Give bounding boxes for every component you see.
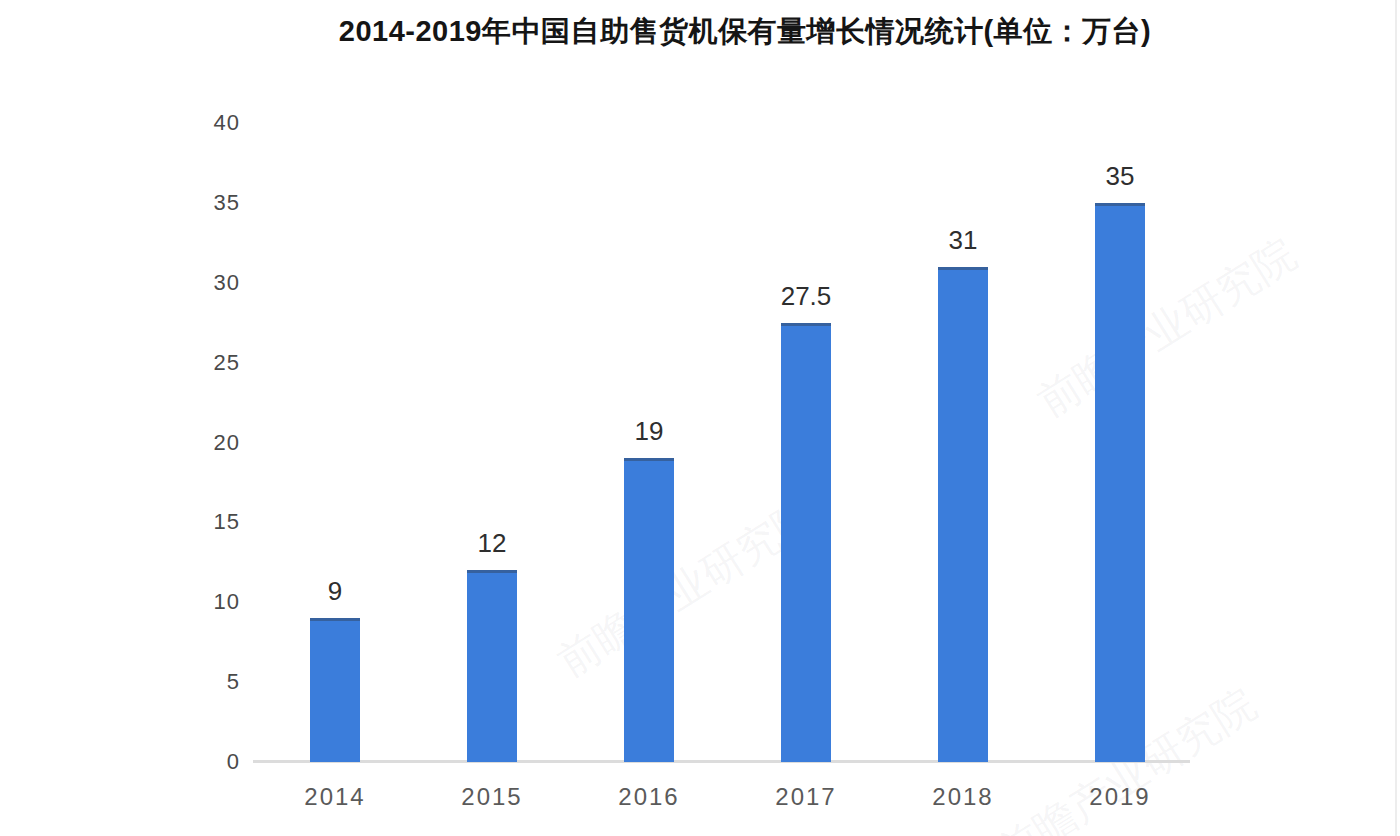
y-tick-label: 10: [180, 588, 240, 616]
y-tick-label: 35: [180, 189, 240, 217]
bar-value-label: 35: [1060, 161, 1180, 191]
y-tick-label: 20: [180, 429, 240, 457]
x-axis-line: [253, 760, 1190, 763]
chart-title: 2014-2019年中国自助售货机保有量增长情况统计(单位：万台): [140, 12, 1350, 52]
x-tick-label: 2018: [893, 783, 1033, 811]
y-tick-label: 0: [180, 748, 240, 776]
y-tick-label: 40: [180, 109, 240, 137]
bar-value-label: 12: [432, 528, 552, 558]
bar-value-label: 27.5: [746, 281, 866, 311]
bar-2015: [467, 570, 517, 762]
bar-value-label: 9: [275, 576, 395, 606]
y-tick-label: 30: [180, 269, 240, 297]
y-tick-label: 5: [180, 668, 240, 696]
bar-2016: [624, 458, 674, 762]
x-tick-label: 2014: [265, 783, 405, 811]
y-tick-label: 15: [180, 508, 240, 536]
bar-chart-page: 2014-2019年中国自助售货机保有量增长情况统计(单位：万台) 前瞻产业研究…: [0, 0, 1400, 836]
bar-2018: [938, 267, 988, 762]
bar-2017: [781, 323, 831, 762]
bar-value-label: 31: [903, 225, 1023, 255]
x-tick-label: 2016: [579, 783, 719, 811]
bar-2014: [310, 618, 360, 762]
y-tick-label: 25: [180, 349, 240, 377]
x-tick-label: 2017: [736, 783, 876, 811]
bar-2019: [1095, 203, 1145, 762]
bar-value-label: 19: [589, 416, 709, 446]
watermark-text: 前瞻产业研究院: [1027, 226, 1306, 429]
x-tick-label: 2019: [1050, 783, 1190, 811]
x-tick-label: 2015: [422, 783, 562, 811]
